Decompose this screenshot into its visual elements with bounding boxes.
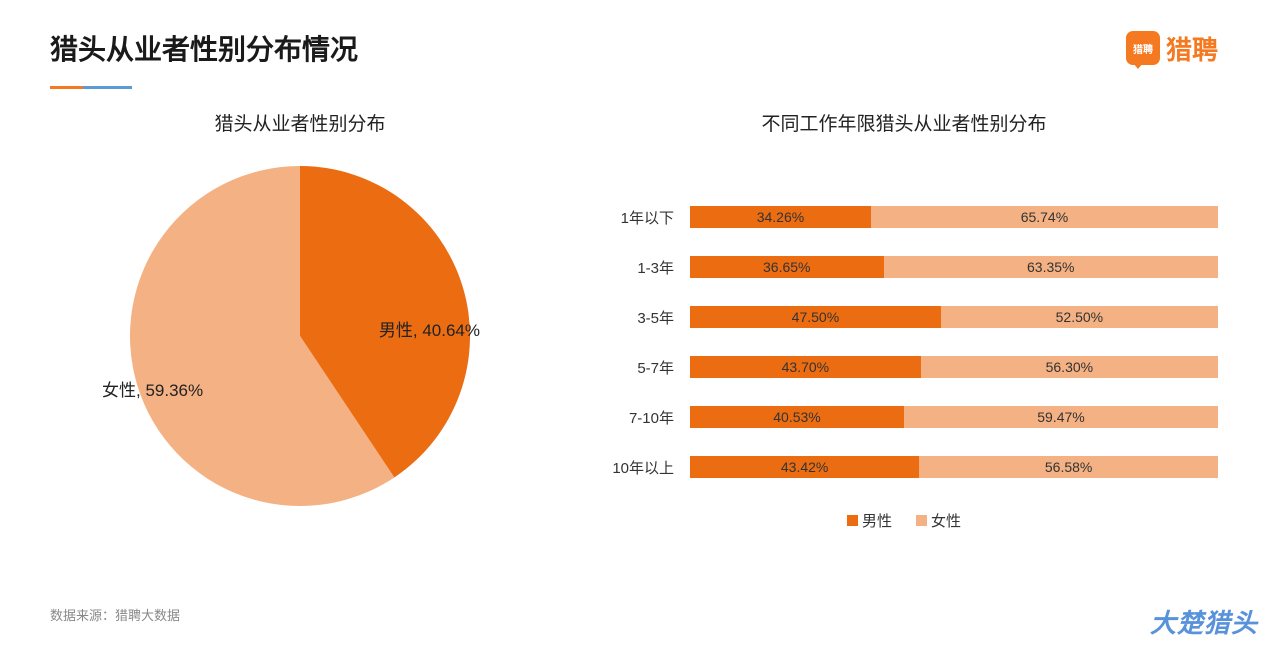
bar-segment: 65.74% bbox=[871, 206, 1218, 228]
bar-title: 不同工作年限猎头从业者性别分布 bbox=[590, 109, 1218, 136]
data-source: 数据来源：猎聘大数据 bbox=[50, 605, 180, 624]
legend: 男性 女性 bbox=[590, 510, 1218, 531]
bar-segment: 40.53% bbox=[690, 406, 904, 428]
bar-track: 43.42%56.58% bbox=[690, 456, 1218, 478]
logo-icon: 猎聘 bbox=[1126, 31, 1160, 65]
bar-segment: 43.42% bbox=[690, 456, 919, 478]
watermark: 大楚猎头 bbox=[1150, 603, 1258, 640]
bar-track: 47.50%52.50% bbox=[690, 306, 1218, 328]
page-title: 猎头从业者性别分布情况 bbox=[50, 28, 358, 68]
bar-category-label: 10年以上 bbox=[590, 457, 690, 478]
pie-label-female: 女性, 59.36% bbox=[102, 376, 203, 401]
legend-swatch bbox=[916, 515, 927, 526]
bar-row: 1-3年36.65%63.35% bbox=[590, 256, 1218, 278]
brand-logo: 猎聘 猎聘 bbox=[1126, 30, 1218, 67]
stacked-bar-chart: 1年以下34.26%65.74% 1-3年36.65%63.35% 3-5年47.5… bbox=[590, 166, 1218, 506]
bar-row: 7-10年40.53%59.47% bbox=[590, 406, 1218, 428]
logo-text: 猎聘 bbox=[1166, 30, 1218, 67]
bar-category-label: 1年以下 bbox=[590, 207, 690, 228]
bar-row: 10年以上43.42%56.58% bbox=[590, 456, 1218, 478]
bar-track: 34.26%65.74% bbox=[690, 206, 1218, 228]
bar-category-label: 1-3年 bbox=[590, 257, 690, 278]
bar-row: 3-5年47.50%52.50% bbox=[590, 306, 1218, 328]
pie-label-male: 男性, 40.64% bbox=[379, 316, 480, 341]
legend-item: 男性 bbox=[847, 510, 892, 531]
bar-segment: 36.65% bbox=[690, 256, 884, 278]
pie-chart: 男性, 40.64% 女性, 59.36% bbox=[130, 166, 470, 506]
legend-label: 男性 bbox=[862, 510, 892, 531]
pie-title: 猎头从业者性别分布 bbox=[214, 109, 385, 136]
bar-segment: 59.47% bbox=[904, 406, 1218, 428]
bar-row: 1年以下34.26%65.74% bbox=[590, 206, 1218, 228]
bar-segment: 52.50% bbox=[941, 306, 1218, 328]
header: 猎头从业者性别分布情况 猎聘 猎聘 bbox=[0, 0, 1268, 78]
bar-segment: 34.26% bbox=[690, 206, 871, 228]
bar-row: 5-7年43.70%56.30% bbox=[590, 356, 1218, 378]
legend-item: 女性 bbox=[916, 510, 961, 531]
bar-track: 36.65%63.35% bbox=[690, 256, 1218, 278]
bar-segment: 47.50% bbox=[690, 306, 941, 328]
bar-category-label: 7-10年 bbox=[590, 407, 690, 428]
bar-category-label: 3-5年 bbox=[590, 307, 690, 328]
bar-segment: 56.30% bbox=[921, 356, 1218, 378]
bar-segment: 63.35% bbox=[884, 256, 1218, 278]
bar-panel: 不同工作年限猎头从业者性别分布 1年以下34.26%65.74% 1-3年36.6… bbox=[590, 109, 1218, 531]
bar-segment: 56.58% bbox=[919, 456, 1218, 478]
content-area: 猎头从业者性别分布 男性, 40.64% 女性, 59.36% 不同工作年限猎头… bbox=[0, 89, 1268, 531]
legend-label: 女性 bbox=[931, 510, 961, 531]
bar-category-label: 5-7年 bbox=[590, 357, 690, 378]
pie-panel: 猎头从业者性别分布 男性, 40.64% 女性, 59.36% bbox=[50, 109, 550, 531]
bar-track: 43.70%56.30% bbox=[690, 356, 1218, 378]
legend-swatch bbox=[847, 515, 858, 526]
bar-track: 40.53%59.47% bbox=[690, 406, 1218, 428]
bar-segment: 43.70% bbox=[690, 356, 921, 378]
